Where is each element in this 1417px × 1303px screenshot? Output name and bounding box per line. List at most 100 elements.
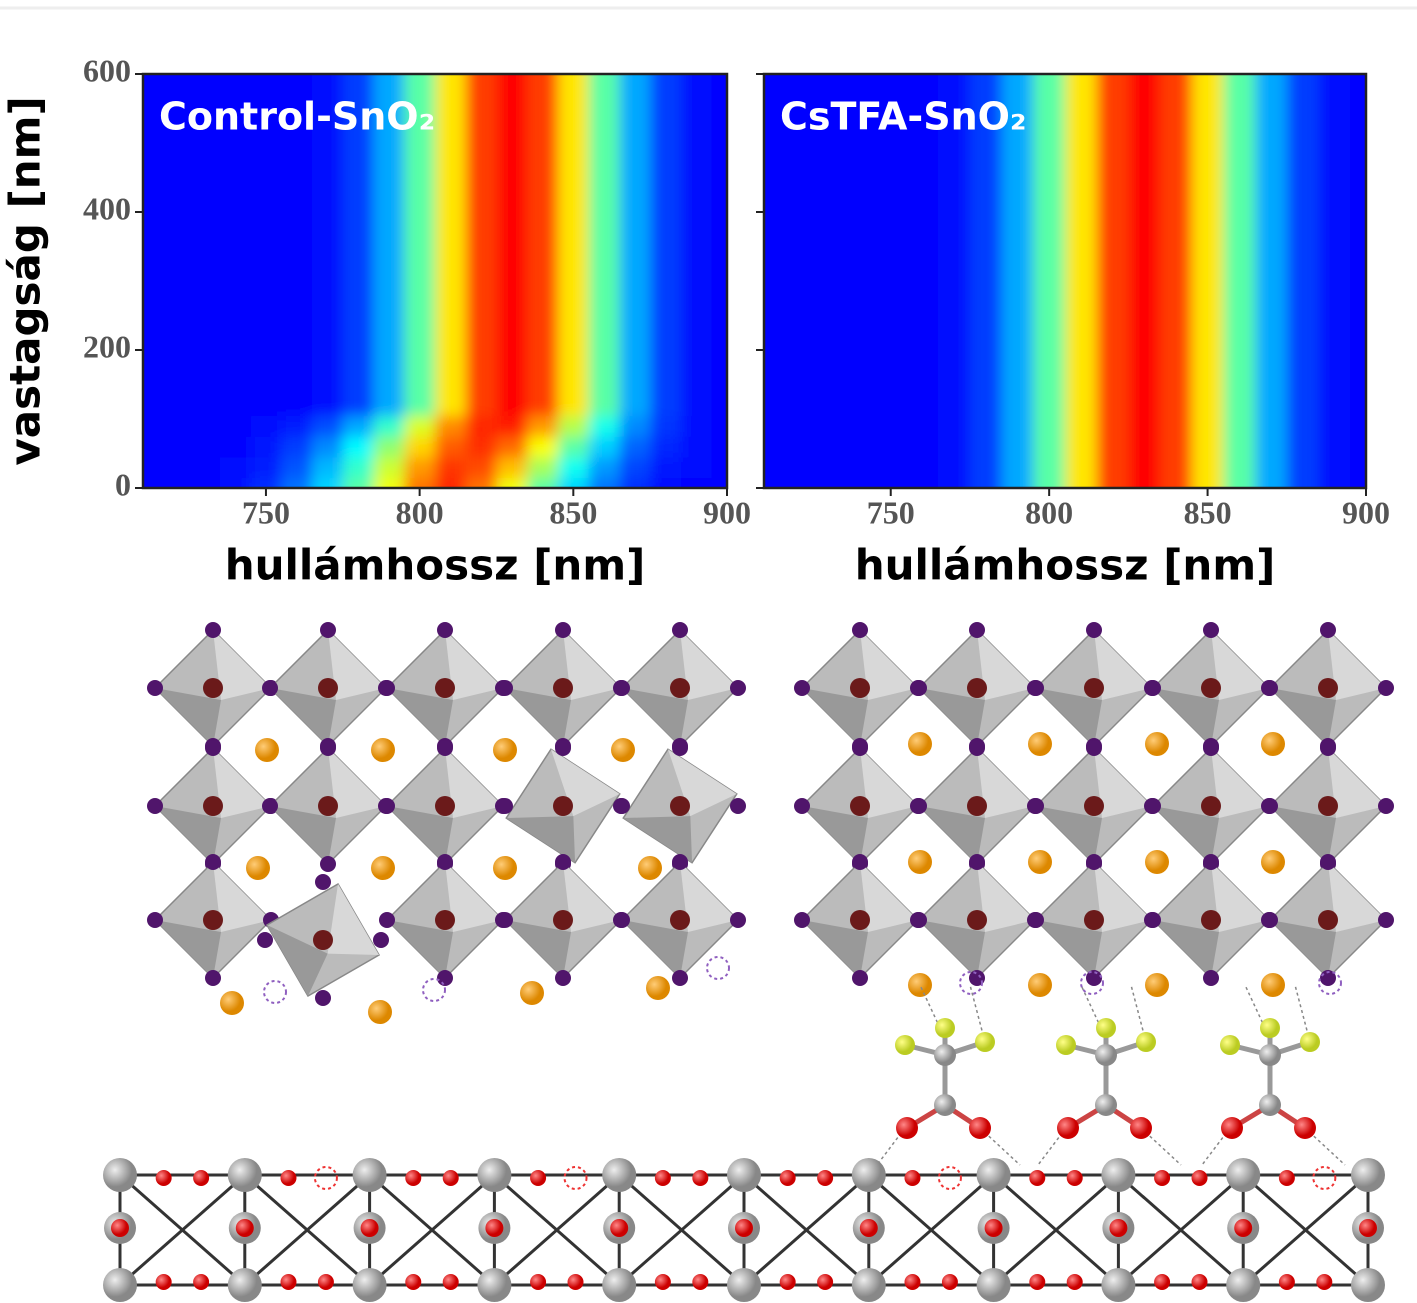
heatmap-cell: [588, 315, 620, 379]
octa-face: [1094, 748, 1152, 818]
heatmap-cell: [1286, 177, 1319, 247]
heatmap-cell: [1001, 74, 1034, 109]
lead: [1318, 910, 1338, 930]
oxygen: [1057, 1117, 1079, 1139]
cesium: [908, 850, 932, 874]
heatmap-cell: [1160, 456, 1193, 479]
octa-face: [977, 748, 1035, 818]
heatmap-cell: [373, 246, 405, 316]
heatmap-cell: [1065, 415, 1098, 437]
heatmap-cell: [680, 415, 713, 437]
heatmap-cell: [404, 377, 436, 417]
cesium: [493, 856, 517, 880]
heatmap-cell: [496, 74, 528, 109]
heatmap-cell: [1033, 315, 1066, 379]
oxygen-vacancy: [937, 1166, 962, 1190]
heatmap-cell: [1096, 315, 1129, 379]
h-bond: [1294, 984, 1311, 1043]
oxygen: [969, 1117, 991, 1139]
oxygen: [1154, 1274, 1171, 1290]
iodide: [672, 622, 688, 638]
oxygen: [1191, 1274, 1208, 1290]
heatmap-cell: [1160, 74, 1193, 109]
heatmap-cell: [557, 74, 590, 109]
heatmap-cell: [1065, 477, 1098, 488]
heatmap-cell: [250, 74, 282, 109]
octa-face: [505, 688, 571, 746]
vacancy: [422, 978, 446, 1002]
iodide: [1320, 622, 1336, 638]
heatmap-cell: [1160, 108, 1193, 178]
cesium: [246, 856, 270, 880]
heatmap-cell: [1033, 477, 1066, 488]
heatmap-cell: [779, 477, 813, 488]
heatmap-cell: [250, 415, 282, 437]
heatmap-cell: [1160, 415, 1193, 437]
heatmap-cell: [711, 456, 727, 479]
heatmap-cell: [281, 456, 313, 479]
tin: [976, 1268, 1011, 1302]
heatmap-cell: [811, 74, 844, 109]
heatmap-cell: [969, 477, 1003, 488]
octa-face: [1270, 688, 1336, 746]
heatmap-cell: [619, 415, 651, 437]
octa-face: [802, 688, 868, 746]
heatmap-cell: [496, 108, 528, 178]
heatmap-cell: [1255, 108, 1288, 178]
iodide: [969, 740, 985, 756]
heatmap-cell: [1001, 177, 1034, 247]
heatmap-cell: [557, 456, 590, 479]
heatmap-cell: [1096, 436, 1129, 458]
heatmap-cell: [1191, 177, 1224, 247]
heatmap-cell: [158, 456, 190, 479]
heatmap-cell: [435, 415, 467, 437]
heatmap-cell: [764, 74, 781, 109]
heatmap-cell: [219, 456, 252, 479]
iodide: [614, 912, 630, 928]
heatmap-cell: [219, 246, 252, 316]
octa-face: [387, 806, 453, 864]
heatmap-cell: [435, 477, 467, 488]
heatmap-cell: [435, 177, 467, 247]
heatmap-cell: [143, 74, 159, 109]
heatmap-cell: [779, 456, 813, 479]
octa-face: [1211, 748, 1269, 818]
oxygen: [610, 1219, 629, 1237]
iodide: [1203, 854, 1219, 870]
iodide: [262, 680, 278, 696]
heatmap-cell: [811, 436, 844, 458]
heatmap-cell: [342, 177, 375, 247]
iodide: [794, 912, 810, 928]
lattice-bond: [368, 1173, 496, 1287]
heatmap-cell: [1255, 415, 1288, 437]
heatmap-cell: [1033, 377, 1066, 417]
chart: 750 800 850 900 0 200 400 600 Control-SnO₂ hullám…: [1, 52, 752, 589]
lattice-bond: [618, 1173, 745, 1287]
heatmap-cell: [435, 74, 467, 109]
y-tick-label: 600: [83, 52, 131, 88]
lattice-bond: [243, 1173, 371, 1287]
oxygen: [904, 1170, 921, 1186]
lead: [670, 796, 690, 816]
heatmap-cell: [874, 377, 908, 417]
y-tick-label: 0: [115, 466, 131, 502]
oxygen: [941, 1274, 958, 1290]
heatmap-cell: [1033, 456, 1066, 479]
iodide: [379, 912, 395, 928]
tin: [1226, 1158, 1261, 1192]
lead: [553, 910, 573, 930]
oxygen: [442, 1274, 459, 1290]
oxygen: [654, 1274, 671, 1290]
fluorine: [1096, 1018, 1116, 1038]
heatmap-cell: [527, 436, 559, 458]
heatmap-cell: [969, 377, 1003, 417]
oxygen: [779, 1170, 796, 1186]
octa-face: [506, 816, 576, 863]
heatmap-cell: [404, 246, 436, 316]
heatmap-cell: [143, 315, 159, 379]
heatmap-cell: [219, 436, 252, 458]
octa-face: [505, 920, 571, 978]
heatmap-cell: [1096, 415, 1129, 437]
octa-face: [860, 630, 918, 700]
lead: [203, 678, 223, 698]
